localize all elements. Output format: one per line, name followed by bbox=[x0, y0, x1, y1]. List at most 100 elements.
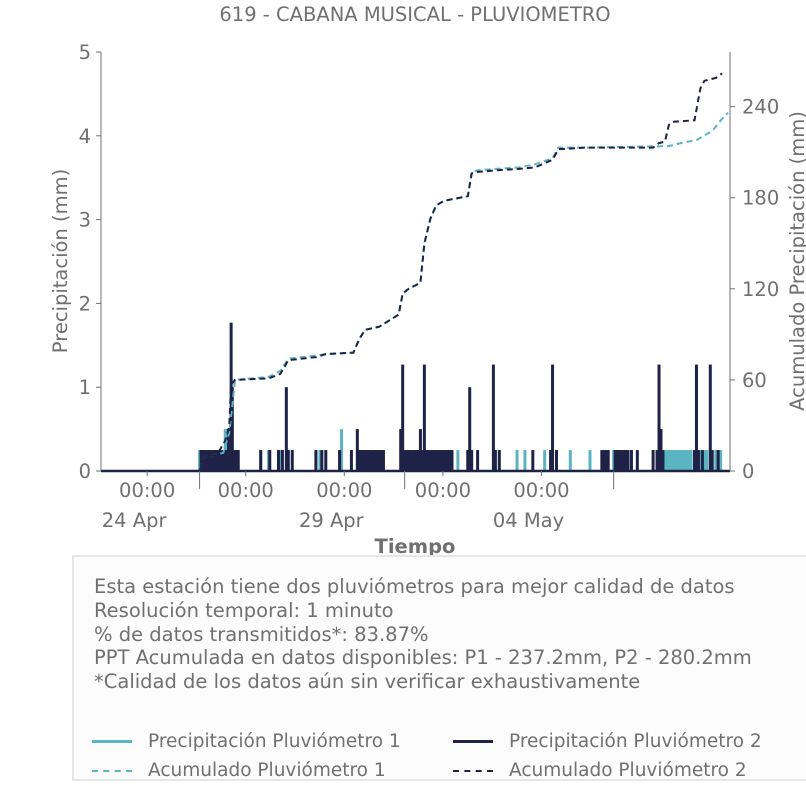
precip-bar-p2 bbox=[635, 450, 639, 471]
precip-bar-p1 bbox=[456, 450, 460, 471]
precip-bar-p1 bbox=[588, 450, 592, 471]
precip-bar-p2 bbox=[493, 450, 497, 471]
y-left-tick-label: 1 bbox=[79, 376, 91, 399]
legend: Precipitación Pluviómetro 1 Precipitació… bbox=[92, 731, 792, 787]
precip-bar-p2 bbox=[217, 450, 221, 471]
precip-bar-p2 bbox=[236, 450, 240, 471]
precip-bar-p2 bbox=[623, 450, 627, 471]
y-axis-right-label: Acumulado Precipitación (mm) bbox=[786, 111, 806, 411]
precip-bar-p2 bbox=[373, 450, 377, 471]
precip-bar-p2 bbox=[549, 450, 553, 471]
precip-bar-p2 bbox=[491, 364, 495, 471]
precip-bar-p2 bbox=[600, 450, 604, 471]
legend-swatch-a1 bbox=[92, 769, 132, 772]
legend-swatch-p2 bbox=[453, 740, 493, 743]
info-line: % de datos transmitidos*: 83.87% bbox=[94, 622, 429, 646]
precip-bar-p1 bbox=[278, 450, 282, 471]
info-line: Esta estación tiene dos pluviómetros par… bbox=[94, 575, 735, 598]
precip-fill-p2 bbox=[601, 450, 610, 471]
y-left-tick-label: 5 bbox=[79, 41, 91, 64]
precip-bar-p2 bbox=[232, 450, 236, 471]
precip-bar-p2 bbox=[407, 450, 411, 471]
x-date-label: 29 Apr bbox=[299, 509, 365, 532]
info-legend-box: Esta estación tiene dos pluviómetros par… bbox=[72, 555, 806, 781]
precip-bar-p2 bbox=[230, 387, 234, 471]
precip-bar-p2 bbox=[629, 450, 633, 471]
legend-item-a1: Acumulado Pluviómetro 1 bbox=[92, 760, 386, 781]
precip-bar-p2 bbox=[708, 364, 712, 471]
y-right-tick-label: 0 bbox=[742, 460, 754, 483]
x-axis-label: Tiempo bbox=[375, 535, 456, 558]
info-line: PPT Acumulada en datos disponibles: P1 -… bbox=[94, 646, 752, 670]
legend-label-a1: Acumulado Pluviómetro 1 bbox=[148, 760, 386, 781]
precip-bar-p2 bbox=[466, 450, 470, 471]
precip-bar-p2 bbox=[618, 450, 622, 471]
precip-bar-p2 bbox=[268, 450, 272, 471]
precip-bar-p2 bbox=[694, 364, 698, 471]
precip-bar-p2 bbox=[222, 450, 226, 471]
precip-bar-p2 bbox=[716, 450, 720, 471]
precip-bar-p2 bbox=[614, 450, 618, 471]
precip-bar-p2 bbox=[367, 450, 371, 471]
precip-bar-p2 bbox=[450, 450, 454, 471]
cumulative-line-p1 bbox=[101, 112, 729, 472]
x-tick-label: 00:00 bbox=[119, 479, 175, 502]
precip-bar-p2 bbox=[200, 450, 204, 471]
precip-bar-p2 bbox=[470, 450, 474, 471]
precip-bar-p2 bbox=[659, 429, 663, 471]
precip-bar-p2 bbox=[651, 450, 655, 471]
precip-bar-p2 bbox=[700, 450, 704, 471]
precip-bar-p2 bbox=[399, 429, 403, 471]
precip-bar-p1 bbox=[523, 450, 527, 471]
legend-label-a2: Acumulado Pluviómetro 2 bbox=[509, 760, 747, 781]
precip-bar-p2 bbox=[606, 450, 610, 471]
precip-bar-p2 bbox=[661, 450, 665, 471]
y-left-tick-label: 0 bbox=[79, 460, 91, 483]
legend-swatch-p1 bbox=[92, 740, 132, 743]
precip-bar-p1 bbox=[318, 450, 322, 471]
precip-bar-p2 bbox=[531, 450, 535, 471]
precip-bar-p2 bbox=[476, 450, 480, 471]
precip-bar-p2 bbox=[551, 364, 555, 471]
precip-bar-p2 bbox=[355, 429, 359, 471]
y-right-tick-label: 180 bbox=[742, 187, 779, 210]
precip-bar-p2 bbox=[324, 450, 328, 471]
y-right-tick-label: 240 bbox=[742, 96, 779, 119]
legend-item-p1: Precipitación Pluviómetro 1 bbox=[92, 731, 401, 752]
precip-bar-p1 bbox=[568, 450, 572, 471]
precip-bar-p2 bbox=[422, 364, 426, 471]
y-right-tick-label: 120 bbox=[742, 278, 779, 301]
precip-bar-p2 bbox=[497, 450, 501, 471]
cumulative-line-p2 bbox=[101, 72, 723, 472]
precip-bar-p2 bbox=[381, 450, 385, 471]
precip-bar-p2 bbox=[284, 387, 288, 471]
y-left-tick-label: 4 bbox=[79, 125, 91, 148]
chart-title: 619 - CABANA MUSICAL - PLUVIOMETRO bbox=[219, 3, 610, 26]
precip-fill-p1 bbox=[662, 450, 693, 471]
precip-bar-p2 bbox=[226, 429, 230, 471]
legend-item-p2: Precipitación Pluviómetro 2 bbox=[453, 731, 762, 752]
precip-bar-p2 bbox=[430, 450, 434, 471]
precip-bar-p2 bbox=[276, 450, 280, 471]
precip-bar-p2 bbox=[213, 450, 217, 471]
precip-bar-p2 bbox=[401, 364, 405, 471]
chart-axes: 0 1 2 3 4 5 0 60 120 180 240 00:00 24 Apr 00:00 00:00 2… bbox=[79, 41, 780, 532]
precip-bar-p2 bbox=[693, 450, 697, 471]
info-line: Resolución temporal: 1 minuto bbox=[94, 598, 394, 622]
x-tick-label: 00:00 bbox=[513, 479, 569, 502]
precip-bar-p1 bbox=[340, 429, 344, 471]
y-axis-left-label: Precipitación (mm) bbox=[49, 169, 72, 353]
precip-bar-p2 bbox=[259, 450, 263, 471]
precip-bar-p2 bbox=[657, 364, 661, 471]
x-tick-label: 00:00 bbox=[316, 479, 372, 502]
precip-bar-p2 bbox=[234, 450, 238, 471]
precip-bar-p1 bbox=[543, 450, 547, 471]
legend-item-a2: Acumulado Pluviómetro 2 bbox=[453, 760, 747, 781]
precip-bar-p2 bbox=[434, 450, 438, 471]
precip-bar-p2 bbox=[314, 450, 318, 471]
precip-bar-p2 bbox=[202, 450, 206, 471]
y-right-tick-label: 60 bbox=[742, 369, 767, 392]
chart-marks bbox=[101, 72, 730, 473]
precip-bar-p2 bbox=[320, 450, 324, 471]
precip-bar-p2 bbox=[696, 450, 700, 471]
